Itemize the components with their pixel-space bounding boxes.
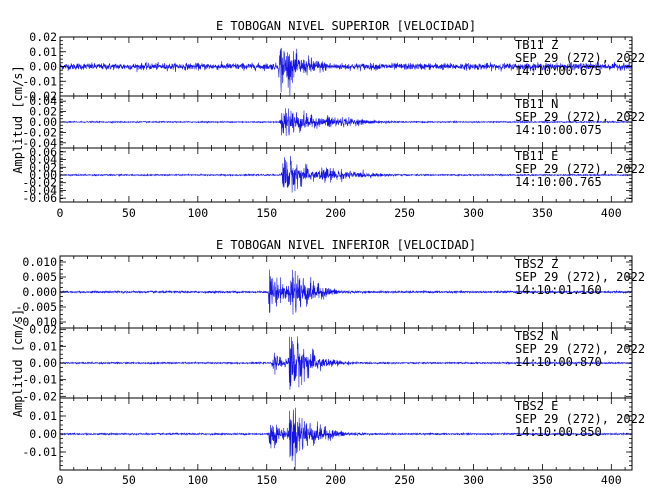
x-tick-label: 250	[394, 206, 415, 220]
x-tick-label: 0	[57, 206, 64, 220]
y-tick-label: -0.06	[22, 191, 57, 205]
y-tick-label: 0.02	[29, 160, 57, 174]
chart-block-1: E TOBOGAN NIVEL SUPERIOR [VELOCIDAD] Ampl…	[11, 19, 645, 220]
y-tick-label: -0.010	[15, 315, 57, 329]
trace-line	[59, 269, 633, 315]
panel-tb11-e: -0.06-0.04-0.020.000.020.040.06 TB11 ESEP…	[22, 145, 645, 205]
y-tick-label: -0.01	[22, 74, 57, 88]
y-tick-label: 0.005	[22, 270, 57, 284]
station-label: TB11 E	[515, 149, 558, 163]
trace-line	[59, 47, 633, 97]
chart-title: E TOBOGAN NIVEL INFERIOR [VELOCIDAD]	[216, 238, 476, 252]
station-label: 14:10:01.160	[515, 283, 602, 297]
x-tick-label: 50	[122, 206, 136, 220]
station-label: TBS2 Z	[515, 257, 558, 271]
y-tick-label: 0.06	[29, 145, 57, 159]
y-tick-label: 0.00	[29, 115, 57, 129]
y-axis-label: Amplitud [cm/s]	[11, 65, 25, 173]
y-tick-label: -0.01	[22, 373, 57, 387]
y-tick-label: 0.02	[29, 105, 57, 119]
y-tick-label: 0.00	[29, 356, 57, 370]
y-tick-label: 0.01	[29, 45, 57, 59]
x-tick-label: 300	[463, 473, 484, 487]
y-tick-label: -0.005	[15, 300, 57, 314]
y-tick-label: 0.04	[29, 153, 57, 167]
x-tick-label: 200	[325, 473, 346, 487]
station-label: SEP 29 (272), 2022	[515, 270, 645, 284]
y-tick-label: 0.010	[22, 255, 57, 269]
y-tick-label: -0.04	[22, 136, 57, 150]
chart-block-2: E TOBOGAN NIVEL INFERIOR [VELOCIDAD] Ampl…	[11, 238, 645, 487]
station-label: TBS2 N	[515, 329, 558, 343]
y-tick-label: 0.01	[29, 409, 57, 423]
station-label: TB11 N	[515, 97, 558, 111]
x-tick-label: 300	[463, 206, 484, 220]
y-tick-label: -0.01	[22, 445, 57, 459]
x-tick-label: 100	[187, 206, 208, 220]
y-tick-label: 0.02	[29, 323, 57, 337]
station-label: SEP 29 (272), 2022	[515, 51, 645, 65]
y-tick-label: -0.04	[22, 183, 57, 197]
trace-line	[59, 407, 633, 471]
station-label: TB11 Z	[515, 38, 558, 52]
station-label: 14:10:00.765	[515, 175, 602, 189]
trace-line	[59, 155, 633, 193]
y-tick-label: -0.02	[22, 389, 57, 403]
x-tick-label: 250	[394, 473, 415, 487]
station-label: 14:10:00.075	[515, 123, 602, 137]
y-tick-label: 0.02	[29, 30, 57, 44]
trace-line	[59, 336, 633, 390]
chart-title: E TOBOGAN NIVEL SUPERIOR [VELOCIDAD]	[216, 19, 476, 33]
x-tick-label: 100	[187, 473, 208, 487]
x-tick-label: 400	[601, 206, 622, 220]
trace-line	[59, 108, 633, 137]
station-label: 14:10:00.675	[515, 64, 602, 78]
y-tick-label: -0.02	[22, 176, 57, 190]
y-tick-label: 0.00	[29, 427, 57, 441]
x-tick-label: 350	[532, 206, 553, 220]
station-label: SEP 29 (272), 2022	[515, 110, 645, 124]
y-axis-label: Amplitud [cm/s]	[11, 309, 25, 417]
station-label: SEP 29 (272), 2022	[515, 412, 645, 426]
x-tick-label: 200	[325, 206, 346, 220]
x-tick-label: 0	[57, 473, 64, 487]
y-tick-label: -0.02	[22, 125, 57, 139]
y-tick-label: 0.01	[29, 339, 57, 353]
x-tick-label: 400	[601, 473, 622, 487]
y-tick-label: 0.00	[29, 60, 57, 74]
station-label: SEP 29 (272), 2022	[515, 342, 645, 356]
x-tick-label: 150	[256, 206, 277, 220]
y-tick-label: -0.02	[22, 89, 57, 103]
station-label: SEP 29 (272), 2022	[515, 162, 645, 176]
y-tick-label: 0.00	[29, 168, 57, 182]
x-tick-label: 150	[256, 473, 277, 487]
station-label: 14:10:00.870	[515, 355, 602, 369]
y-tick-label: 0.000	[22, 285, 57, 299]
x-tick-label: 50	[122, 473, 136, 487]
x-tick-label: 350	[532, 473, 553, 487]
y-tick-label: 0.04	[29, 94, 57, 108]
station-label: 14:10:00.850	[515, 425, 602, 439]
station-label: TBS2 E	[515, 399, 558, 413]
